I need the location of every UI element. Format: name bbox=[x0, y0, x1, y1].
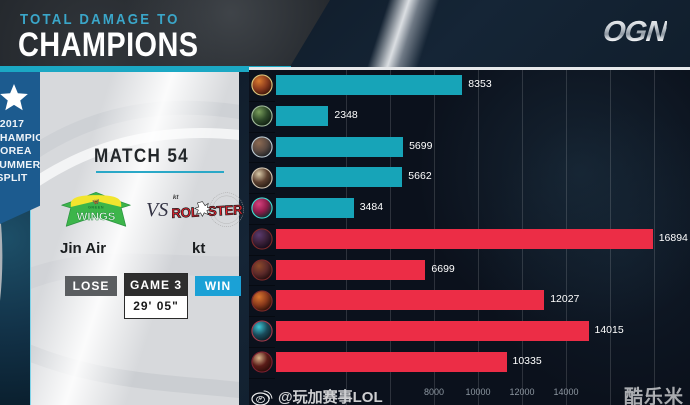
svg-text:GREEN: GREEN bbox=[88, 204, 104, 209]
svg-text:ROL: ROL bbox=[172, 204, 199, 220]
svg-text:STER: STER bbox=[207, 202, 243, 219]
svg-text:kt: kt bbox=[173, 194, 179, 201]
svg-text:WINGS: WINGS bbox=[77, 211, 116, 223]
